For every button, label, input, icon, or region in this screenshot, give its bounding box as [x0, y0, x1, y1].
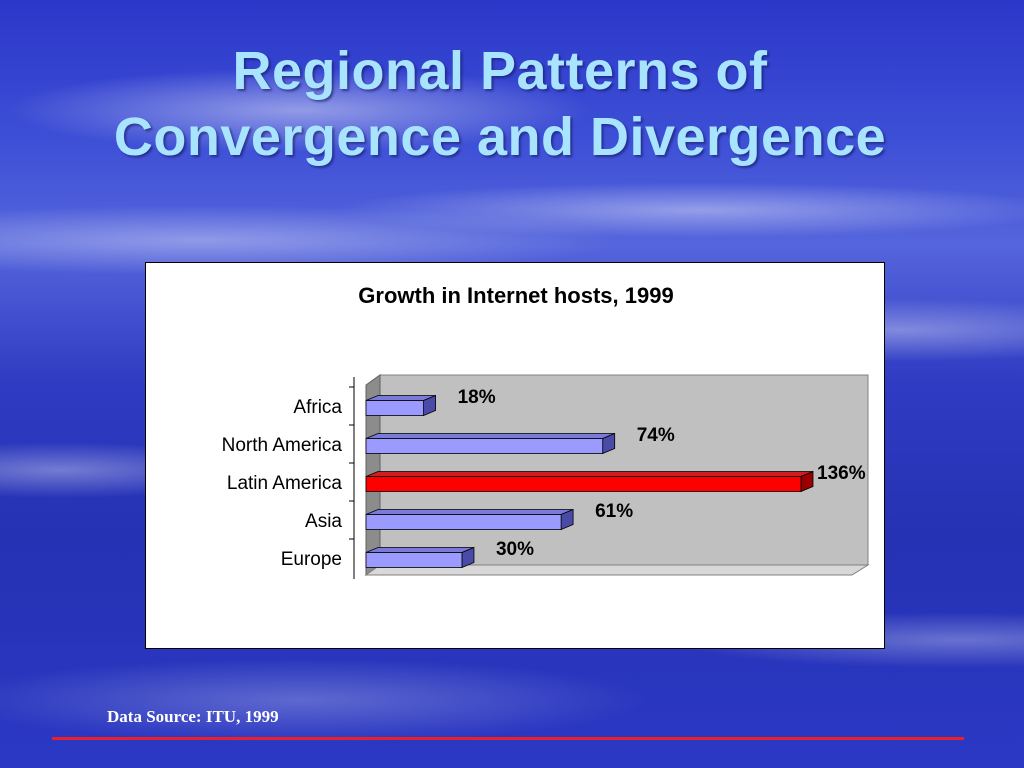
- category-label: Europe: [281, 549, 342, 570]
- slide-title-line1: Regional Patterns of: [232, 41, 768, 101]
- bar-top: [365, 433, 615, 439]
- chart-title: Growth in Internet hosts, 1999: [358, 283, 673, 308]
- data-label: 18%: [458, 387, 496, 408]
- bar: [365, 552, 463, 568]
- bar: [365, 438, 604, 454]
- category-label: Africa: [293, 397, 342, 418]
- data-label: 136%: [817, 463, 866, 484]
- plot-area: Africa 18% North America 74% Latin America 13…: [222, 374, 870, 579]
- data-label: 61%: [595, 501, 633, 522]
- category-label: Asia: [305, 511, 342, 532]
- category-label: North America: [222, 435, 343, 456]
- bar: [365, 476, 802, 492]
- slide-title: Regional Patterns of Convergence and Div…: [0, 38, 1000, 170]
- chart-panel: Growth in Internet hosts, 1999 Africa 18%…: [145, 262, 885, 649]
- bar-chart: Growth in Internet hosts, 1999 Africa 18%…: [222, 283, 870, 579]
- bar-top: [365, 509, 574, 515]
- plot-floor: [364, 564, 870, 576]
- slide-title-line2: Convergence and Divergence: [113, 107, 887, 167]
- data-source-note: Data Source: ITU, 1999: [107, 707, 279, 726]
- data-label: 74%: [637, 425, 675, 446]
- bar: [365, 514, 562, 530]
- bar-top: [365, 471, 814, 477]
- footer-rule: [52, 737, 964, 740]
- bar: [365, 400, 424, 416]
- bar-top: [365, 547, 475, 553]
- category-label: Latin America: [227, 473, 343, 494]
- data-label: 30%: [496, 539, 534, 560]
- plot-back-wall: [379, 374, 869, 566]
